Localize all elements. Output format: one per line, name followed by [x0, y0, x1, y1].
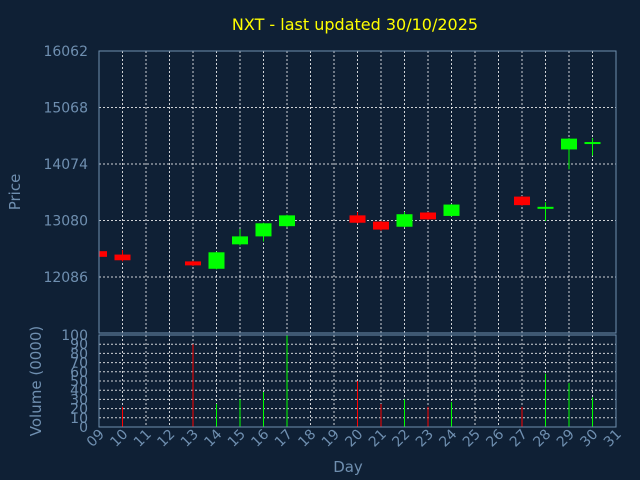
candle-body — [584, 142, 601, 145]
candle-body — [185, 261, 201, 266]
price-tick-label: 14074 — [43, 157, 88, 173]
volume-tick-label: 80 — [70, 346, 88, 362]
volume-tick-label: 70 — [70, 356, 88, 372]
price-axis-label: Price — [6, 174, 24, 211]
candle-body — [349, 215, 366, 223]
candle-body — [514, 196, 530, 206]
volume-tick-label: 50 — [70, 374, 88, 390]
volume-tick-label: 90 — [70, 337, 88, 353]
price-panel-frame — [98, 50, 617, 334]
candle-body — [396, 214, 413, 227]
candle-body — [232, 236, 248, 245]
volume-tick-label: 60 — [70, 365, 88, 381]
candle-body — [255, 223, 272, 237]
volume-panel-frame — [98, 334, 617, 428]
candles — [98, 138, 601, 270]
price-tick-label: 15068 — [43, 100, 88, 116]
candle-body — [537, 206, 554, 209]
price-tick-label: 16062 — [43, 44, 88, 60]
price-tick-labels: 12086 13080 14074 15068 16062 — [43, 44, 88, 286]
x-tick-labels: 09 10 11 12 13 14 15 16 17 18 19 20 21 22 23 24 25 26 27 28… — [84, 426, 625, 450]
chart-title: NXT - last updated 30/10/2025 — [232, 15, 478, 34]
volume-tick-label: 20 — [70, 402, 88, 418]
candle-body — [99, 251, 107, 257]
price-tick-label: 13080 — [43, 213, 88, 229]
candle-body — [279, 215, 295, 227]
volume-tick-label: 30 — [70, 392, 88, 408]
candle-body — [114, 254, 131, 261]
candle-body — [561, 138, 577, 150]
candle-body — [208, 252, 225, 269]
volume-tick-label: 40 — [70, 383, 88, 399]
price-tick-label: 12086 — [43, 270, 88, 286]
volume-tick-label: 100 — [61, 328, 88, 344]
candle-body — [443, 204, 460, 216]
price-grid — [99, 51, 616, 333]
candle-body — [373, 221, 389, 230]
candle-body — [420, 212, 436, 220]
x-axis-label: Day — [333, 458, 363, 476]
volume-axis-label: Volume (0000) — [27, 326, 45, 436]
volume-tick-label: 0 — [79, 420, 88, 436]
volume-tick-label: 10 — [70, 411, 88, 427]
volume-bars — [122, 335, 593, 427]
